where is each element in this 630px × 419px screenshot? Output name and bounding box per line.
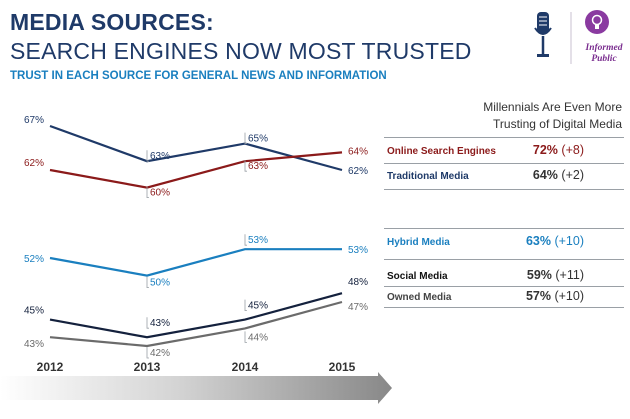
series-owned-media: 43% 42% 44% 47% (24, 300, 368, 359)
divider (384, 228, 624, 229)
data-label: 63% (150, 151, 170, 162)
data-label: 48% (348, 277, 368, 288)
row-label: Hybrid Media (387, 237, 450, 248)
data-label: 62% (348, 166, 368, 177)
millennials-heading-line1: Millennials Are Even More (483, 100, 622, 114)
data-label: 43% (150, 318, 170, 329)
data-label: 62% (24, 158, 44, 169)
series-line (49, 248, 342, 277)
label-bracket (146, 186, 149, 198)
x-tick-label: 2012 (37, 360, 64, 374)
divider (384, 163, 624, 164)
row-value: 63% (+10) (500, 234, 584, 248)
row-value-percent: 57% (525, 289, 551, 303)
divider (384, 189, 624, 190)
divider (384, 259, 624, 260)
row-value: 59% (+11) (500, 268, 584, 282)
row-value-change: (+2) (561, 168, 584, 182)
chart-x-axis: 2012 2013 2014 2015 (37, 360, 356, 374)
logo-text-line2: Public (591, 54, 617, 64)
page-subtitle: TRUST IN EACH SOURCE FOR GENERAL NEWS AN… (10, 70, 387, 82)
lightbulb-icon (585, 10, 609, 34)
series-line (49, 151, 343, 189)
data-label: 45% (24, 306, 44, 317)
x-tick-label: 2013 (134, 360, 161, 374)
data-label: 47% (348, 302, 368, 313)
series-line (49, 292, 343, 339)
logo-text-line1: Informed (585, 43, 623, 53)
millennials-heading-line2: Trusting of Digital Media (493, 117, 622, 131)
divider (384, 286, 624, 287)
page-title-line2: SEARCH ENGINES NOW MOST TRUSTED (10, 38, 472, 64)
row-value-change: (+10) (554, 289, 584, 303)
series-line (49, 124, 343, 172)
logo-text: Informed Public (578, 43, 630, 65)
divider (384, 307, 624, 308)
label-bracket (244, 160, 247, 172)
microphone-icon (534, 12, 552, 57)
series-traditional-media: 67% 63% 65% 62% (24, 115, 368, 177)
row-value-change: (+8) (561, 143, 584, 157)
row-label: Online Search Engines (387, 146, 496, 157)
label-bracket (146, 276, 149, 288)
row-label: Social Media (387, 271, 448, 282)
row-value-percent: 59% (526, 268, 552, 282)
data-label: 64% (348, 146, 368, 157)
informed-public-logo (534, 10, 609, 64)
page-title-line1: MEDIA SOURCES: (10, 9, 214, 35)
row-value-percent: 64% (532, 168, 558, 182)
chart-series-layer: 67%63%65%62%62%60%63%64%52%50%53%53%45%4… (24, 115, 368, 359)
row-label: Owned Media (387, 292, 452, 303)
x-tick-label: 2015 (329, 360, 356, 374)
data-label: 50% (150, 278, 170, 289)
millennials-heading: Millennials Are Even More Trusting of Di… (440, 99, 622, 133)
row-value-change: (+10) (554, 234, 584, 248)
label-bracket (146, 317, 149, 329)
data-label: 52% (24, 254, 44, 265)
row-value-change: (+11) (555, 268, 584, 282)
row-value-percent: 63% (525, 234, 551, 248)
label-bracket (244, 234, 247, 246)
series-line (49, 300, 343, 348)
row-value: 57% (+10) (500, 289, 584, 303)
row-value: 64% (+2) (500, 168, 584, 182)
data-label: 45% (248, 301, 268, 312)
series-social-media: 45% 43% 45% 48% (24, 277, 368, 339)
series-online-search-engines: 62% 60% 63% 64% (24, 146, 368, 198)
data-label: 63% (248, 161, 268, 172)
data-label: 53% (248, 235, 268, 246)
series-hybrid-media: 52% 50% 53% 53% (24, 234, 368, 289)
label-bracket (146, 150, 149, 162)
row-label: Traditional Media (387, 171, 469, 182)
data-label: 60% (150, 188, 170, 199)
label-bracket (244, 299, 247, 311)
label-bracket (244, 331, 247, 343)
data-label: 44% (248, 332, 268, 343)
data-label: 53% (348, 245, 368, 256)
x-tick-label: 2014 (232, 360, 259, 374)
label-bracket (244, 132, 247, 144)
timeline-arrow (0, 372, 392, 404)
divider (384, 137, 624, 138)
label-bracket (146, 347, 149, 359)
data-label: 42% (150, 348, 170, 359)
data-label: 67% (24, 115, 44, 126)
row-value-percent: 72% (532, 143, 558, 157)
row-value: 72% (+8) (500, 143, 584, 157)
data-label: 43% (24, 339, 44, 350)
data-label: 65% (248, 134, 268, 145)
